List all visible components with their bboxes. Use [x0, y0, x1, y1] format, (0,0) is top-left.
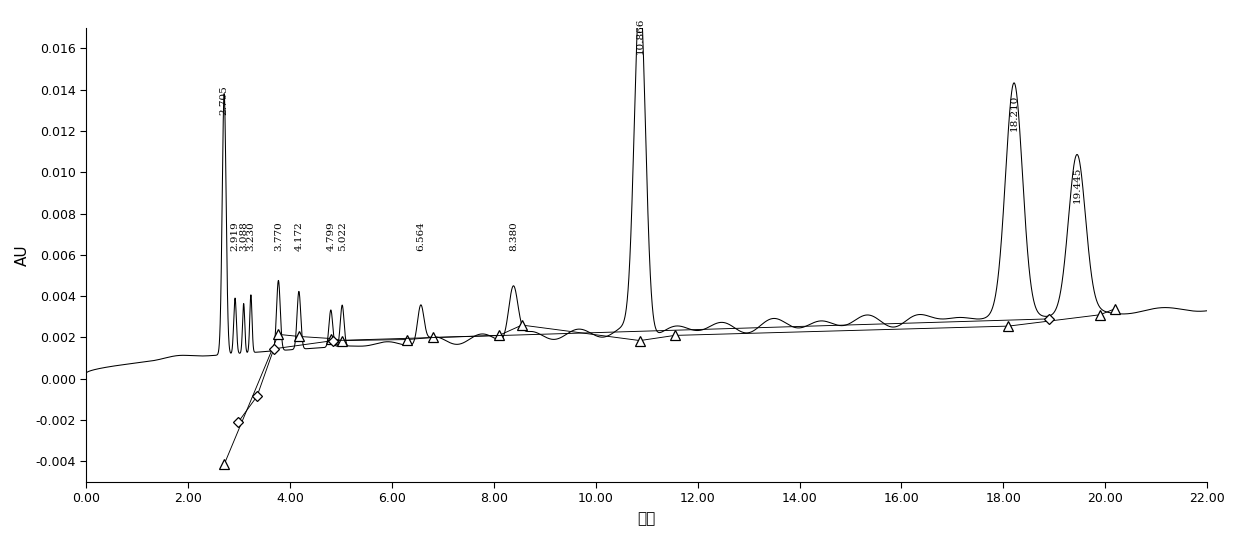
Text: 19.445: 19.445: [1073, 167, 1081, 203]
Text: 4.799: 4.799: [326, 221, 335, 250]
Text: 2.919: 2.919: [231, 221, 239, 250]
Text: 10.866: 10.866: [635, 17, 645, 54]
Text: 5.022: 5.022: [337, 221, 347, 250]
Y-axis label: AU: AU: [15, 244, 30, 266]
Text: 3.088: 3.088: [239, 221, 248, 250]
Text: 2.705: 2.705: [219, 85, 228, 115]
X-axis label: 分钟: 分钟: [637, 511, 656, 526]
Text: 3.230: 3.230: [247, 221, 255, 250]
Text: 4.172: 4.172: [294, 221, 304, 250]
Text: 3.770: 3.770: [274, 221, 283, 250]
Text: 6.564: 6.564: [417, 221, 425, 250]
Text: 18.210: 18.210: [1009, 95, 1018, 131]
Text: 8.380: 8.380: [508, 221, 518, 250]
